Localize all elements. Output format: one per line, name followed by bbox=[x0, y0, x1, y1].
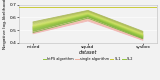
Legend: htPS algorithm, single algorithm, SL1, SL2: htPS algorithm, single algorithm, SL1, S… bbox=[41, 56, 135, 63]
Y-axis label: Negative log-likelihood: Negative log-likelihood bbox=[4, 0, 8, 49]
X-axis label: dataset: dataset bbox=[79, 50, 97, 55]
